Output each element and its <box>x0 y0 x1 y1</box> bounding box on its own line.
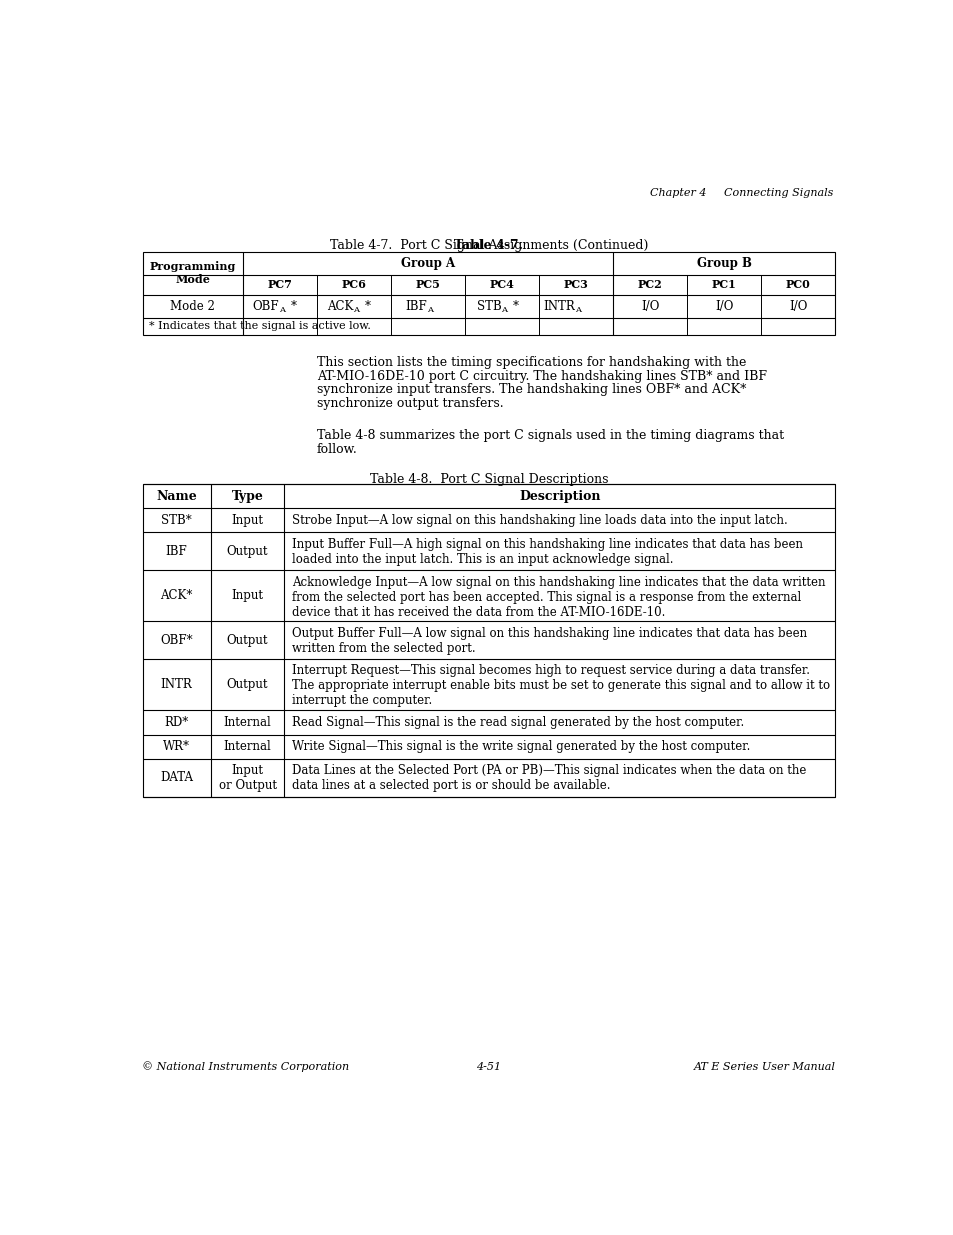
Text: ACK*: ACK* <box>160 589 193 603</box>
Text: I/O: I/O <box>788 300 806 312</box>
Text: INTR: INTR <box>543 300 575 312</box>
Text: Input: Input <box>232 514 263 527</box>
Text: synchronize input transfers. The handshaking lines OBF* and ACK*: synchronize input transfers. The handsha… <box>316 383 745 396</box>
Text: A: A <box>354 306 359 314</box>
Text: Table 4-7.: Table 4-7. <box>454 240 523 252</box>
Text: Read Signal—This signal is the read signal generated by the host computer.: Read Signal—This signal is the read sign… <box>292 716 743 729</box>
Text: I/O: I/O <box>640 300 659 312</box>
Text: AT-MIO-16DE-10 port C circuitry. The handshaking lines STB* and IBF: AT-MIO-16DE-10 port C circuitry. The han… <box>316 369 766 383</box>
Text: PC3: PC3 <box>563 279 588 290</box>
Text: Output: Output <box>227 634 268 647</box>
Text: OBF: OBF <box>253 300 279 312</box>
Text: *: * <box>512 300 517 312</box>
Text: PC5: PC5 <box>416 279 440 290</box>
Text: Output Buffer Full—A low signal on this handshaking line indicates that data has: Output Buffer Full—A low signal on this … <box>292 626 806 655</box>
Text: AT E Series User Manual: AT E Series User Manual <box>693 1062 835 1072</box>
Text: Strobe Input—A low signal on this handshaking line loads data into the input lat: Strobe Input—A low signal on this handsh… <box>292 514 787 526</box>
Text: Description: Description <box>518 489 600 503</box>
Text: PC1: PC1 <box>711 279 736 290</box>
Text: Table 4-7.  Port C Signal Assignments (Continued): Table 4-7. Port C Signal Assignments (Co… <box>330 240 647 252</box>
Text: A: A <box>279 306 285 314</box>
Bar <box>142 484 835 797</box>
Text: Chapter 4     Connecting Signals: Chapter 4 Connecting Signals <box>650 188 833 199</box>
Text: Acknowledge Input—A low signal on this handshaking line indicates that the data : Acknowledge Input—A low signal on this h… <box>292 576 824 619</box>
Text: *: * <box>290 300 296 312</box>
Text: Internal: Internal <box>223 716 271 729</box>
Text: RD*: RD* <box>164 716 189 729</box>
Text: This section lists the timing specifications for handshaking with the: This section lists the timing specificat… <box>316 356 745 369</box>
Text: DATA: DATA <box>160 771 193 784</box>
Text: synchronize output transfers.: synchronize output transfers. <box>316 396 503 410</box>
Text: Input: Input <box>232 589 263 603</box>
Text: Interrupt Request—This signal becomes high to request service during a data tran: Interrupt Request—This signal becomes hi… <box>292 664 829 708</box>
Text: follow.: follow. <box>316 442 357 456</box>
Text: PC6: PC6 <box>341 279 366 290</box>
Text: INTR: INTR <box>160 678 193 692</box>
Text: Table 4-8.  Port C Signal Descriptions: Table 4-8. Port C Signal Descriptions <box>369 473 608 487</box>
Text: A: A <box>501 306 507 314</box>
Text: A: A <box>427 306 433 314</box>
Text: * Indicates that the signal is active low.: * Indicates that the signal is active lo… <box>149 321 370 331</box>
Text: Table 4-7.  Port C Signal Assignments (Continued): Table 4-7. Port C Signal Assignments (Co… <box>330 240 647 252</box>
Text: Input Buffer Full—A high signal on this handshaking line indicates that data has: Input Buffer Full—A high signal on this … <box>292 537 802 566</box>
Text: Programming
Mode: Programming Mode <box>150 262 235 285</box>
Text: Mode 2: Mode 2 <box>171 300 215 312</box>
Text: *: * <box>364 300 370 312</box>
Text: Input
or Output: Input or Output <box>218 763 276 792</box>
Text: STB: STB <box>476 300 501 312</box>
Text: Name: Name <box>156 489 196 503</box>
Text: Internal: Internal <box>223 740 271 753</box>
Text: STB*: STB* <box>161 514 192 527</box>
Text: IBF: IBF <box>405 300 427 312</box>
Text: ACK: ACK <box>327 300 354 312</box>
Bar <box>142 252 835 335</box>
Text: A: A <box>575 306 581 314</box>
Text: PC0: PC0 <box>785 279 810 290</box>
Text: Group B: Group B <box>696 257 751 270</box>
Text: Table 4-8 summarizes the port C signals used in the timing diagrams that: Table 4-8 summarizes the port C signals … <box>316 430 783 442</box>
Text: Output: Output <box>227 545 268 558</box>
Text: WR*: WR* <box>163 740 190 753</box>
Text: Output: Output <box>227 678 268 692</box>
Text: Group A: Group A <box>401 257 455 270</box>
Text: IBF: IBF <box>166 545 188 558</box>
Text: I/O: I/O <box>715 300 733 312</box>
Text: Write Signal—This signal is the write signal generated by the host computer.: Write Signal—This signal is the write si… <box>292 740 750 753</box>
Text: PC4: PC4 <box>489 279 515 290</box>
Text: Data Lines at the Selected Port (PA or PB)—This signal indicates when the data o: Data Lines at the Selected Port (PA or P… <box>292 764 805 792</box>
Text: OBF*: OBF* <box>160 634 193 647</box>
Text: PC7: PC7 <box>268 279 293 290</box>
Text: PC2: PC2 <box>638 279 662 290</box>
Text: © National Instruments Corporation: © National Instruments Corporation <box>142 1061 349 1072</box>
Text: 4-51: 4-51 <box>476 1062 501 1072</box>
Text: Type: Type <box>232 489 263 503</box>
